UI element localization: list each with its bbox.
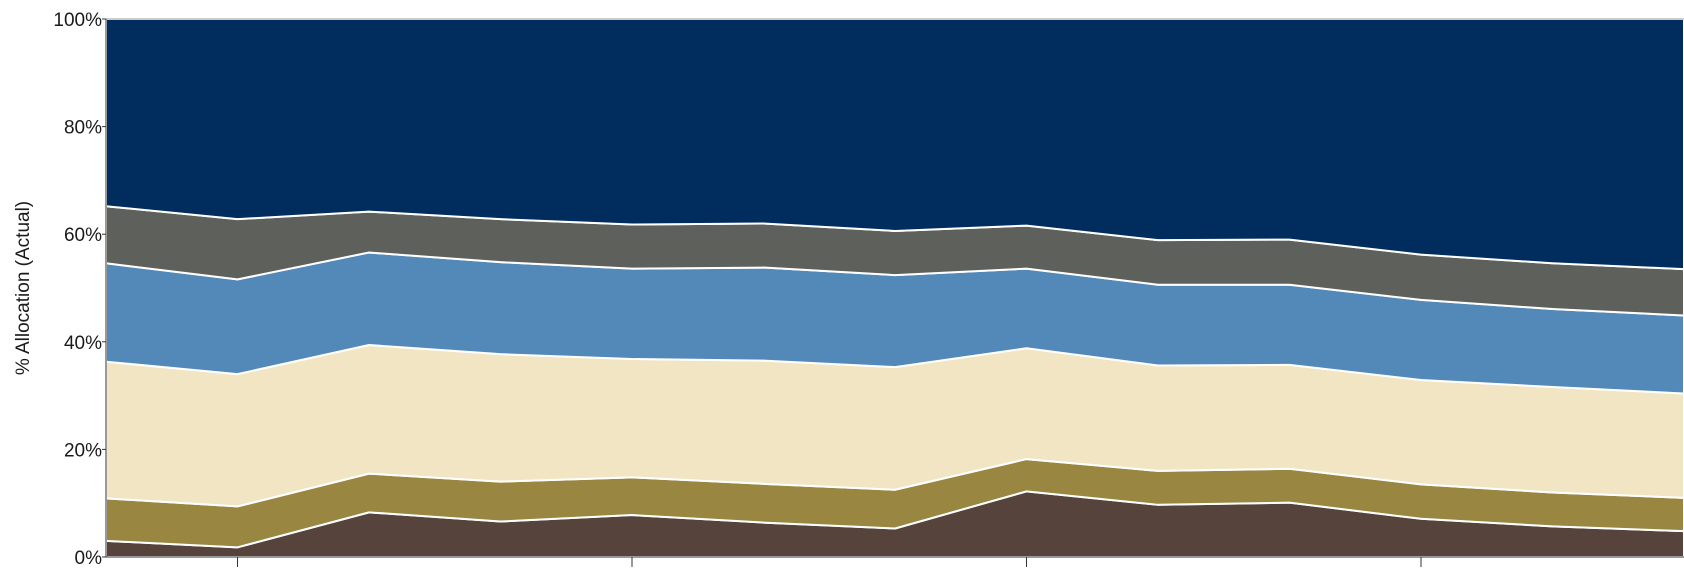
y-tick-label: 60% — [64, 225, 102, 246]
y-tick-label: 20% — [64, 440, 102, 461]
chart-areas — [105, 18, 1684, 558]
y-axis-title: % Allocation (Actual) — [13, 201, 34, 375]
y-tick-label: 40% — [64, 333, 102, 354]
y-tick-label: 80% — [64, 118, 102, 139]
y-tick-label: 100% — [53, 10, 102, 31]
y-tick-label: 0% — [75, 548, 103, 569]
y-axis-ticks: 0% 20% 40% 60% 80% 100% — [53, 10, 106, 569]
x-axis-ticks — [237, 557, 1422, 567]
